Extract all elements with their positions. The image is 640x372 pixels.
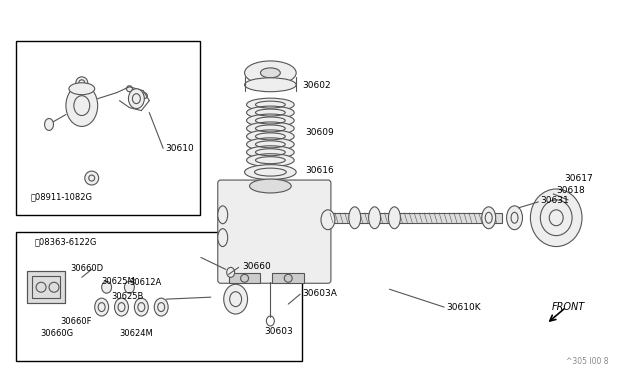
Ellipse shape: [482, 207, 495, 229]
Ellipse shape: [369, 207, 381, 229]
Text: 30631: 30631: [540, 196, 569, 205]
Bar: [32, 276, 60, 298]
Circle shape: [84, 171, 99, 185]
Ellipse shape: [102, 281, 111, 293]
Ellipse shape: [218, 206, 228, 224]
Text: 30660F: 30660F: [60, 317, 92, 326]
Ellipse shape: [95, 298, 109, 316]
Text: 30660D: 30660D: [70, 264, 103, 273]
Bar: [273, 273, 304, 283]
Ellipse shape: [224, 284, 248, 314]
Text: 30625M: 30625M: [102, 277, 136, 286]
Text: 30660G: 30660G: [40, 329, 73, 338]
Ellipse shape: [246, 146, 294, 159]
Ellipse shape: [349, 207, 361, 229]
Text: 30625B: 30625B: [111, 292, 144, 301]
Text: 30617: 30617: [564, 174, 593, 183]
Ellipse shape: [260, 68, 280, 78]
Ellipse shape: [124, 281, 134, 293]
Text: 30624M: 30624M: [120, 329, 153, 338]
Ellipse shape: [227, 267, 235, 277]
Text: ⓝ08911-1082G: ⓝ08911-1082G: [30, 192, 92, 201]
Ellipse shape: [246, 114, 294, 127]
Text: 30612A: 30612A: [129, 278, 162, 287]
Text: 30603: 30603: [264, 327, 293, 336]
Ellipse shape: [388, 207, 401, 229]
Ellipse shape: [246, 138, 294, 151]
Ellipse shape: [244, 165, 296, 180]
Ellipse shape: [45, 119, 54, 131]
Ellipse shape: [246, 98, 294, 111]
Circle shape: [141, 93, 147, 99]
Text: 30609: 30609: [305, 128, 334, 137]
Bar: [328, 213, 502, 223]
Ellipse shape: [507, 206, 522, 230]
Ellipse shape: [246, 122, 294, 135]
Text: 30618: 30618: [556, 186, 585, 195]
Bar: [16, 232, 302, 361]
Bar: [28, 271, 65, 303]
FancyBboxPatch shape: [218, 180, 331, 283]
Ellipse shape: [250, 179, 291, 193]
Ellipse shape: [66, 85, 98, 126]
Ellipse shape: [321, 210, 335, 230]
Circle shape: [266, 64, 275, 74]
Ellipse shape: [244, 78, 296, 92]
Text: ^305 I00 8: ^305 I00 8: [566, 357, 609, 366]
Text: 30610K: 30610K: [446, 303, 481, 312]
Bar: [28, 271, 65, 303]
Text: 30603A: 30603A: [302, 289, 337, 298]
Circle shape: [76, 77, 88, 89]
Ellipse shape: [154, 298, 168, 316]
Text: 30660: 30660: [243, 262, 271, 272]
Ellipse shape: [69, 83, 95, 95]
Ellipse shape: [218, 229, 228, 247]
Ellipse shape: [129, 89, 145, 109]
Bar: [16, 41, 200, 215]
Bar: [228, 273, 260, 283]
Text: 30602: 30602: [302, 81, 331, 90]
Ellipse shape: [246, 154, 294, 167]
Circle shape: [127, 86, 132, 92]
Ellipse shape: [531, 189, 582, 247]
Ellipse shape: [134, 298, 148, 316]
Ellipse shape: [246, 106, 294, 119]
Text: FRONT: FRONT: [551, 302, 584, 312]
Text: 30610: 30610: [165, 144, 194, 153]
Ellipse shape: [244, 61, 296, 85]
Text: Ⓢ08363-6122G: Ⓢ08363-6122G: [34, 238, 97, 247]
Ellipse shape: [115, 298, 129, 316]
Text: 30616: 30616: [305, 166, 334, 175]
Ellipse shape: [246, 130, 294, 143]
